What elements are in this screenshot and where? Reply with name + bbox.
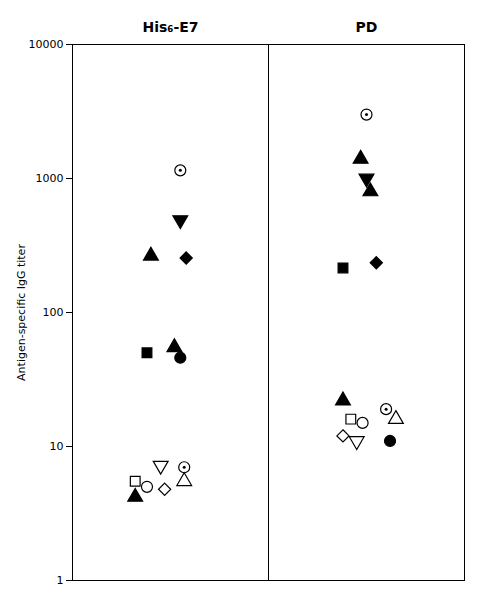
svg-text:10000: 10000 [29,38,64,51]
svg-text:100: 100 [43,306,64,319]
svg-text:His₆-E7: His₆-E7 [142,19,198,35]
svg-text:1000: 1000 [36,172,64,185]
svg-text:PD: PD [356,19,378,35]
svg-text:1: 1 [57,574,64,587]
svg-text:Antigen-specific IgG titer: Antigen-specific IgG titer [15,244,28,381]
svg-text:10: 10 [50,440,64,453]
